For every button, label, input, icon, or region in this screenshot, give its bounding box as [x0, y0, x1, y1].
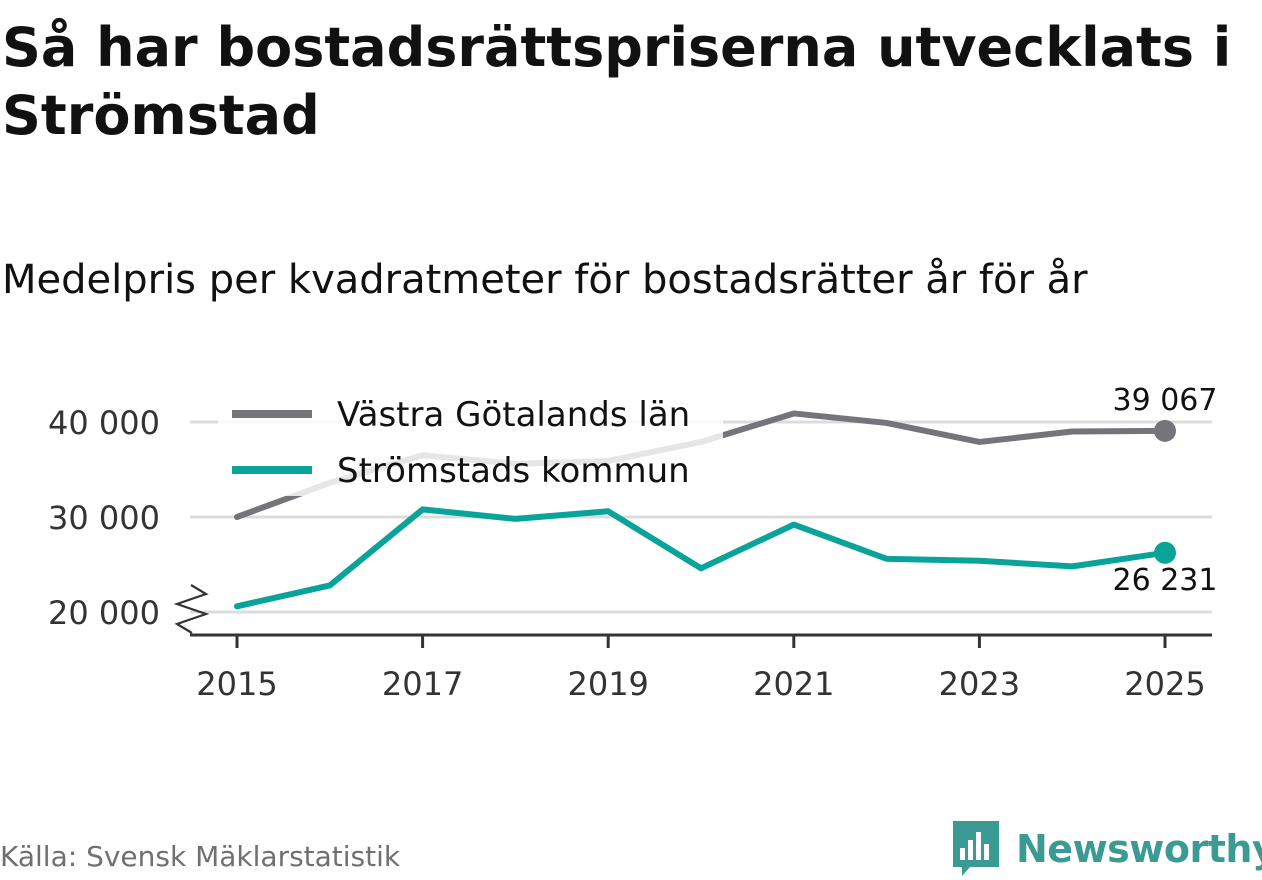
- x-tick-label: 2015: [196, 665, 277, 703]
- y-tick-label: 40 000: [48, 404, 160, 442]
- end-labels: 39 067 26 231: [1113, 383, 1218, 598]
- y-tick-label: 20 000: [48, 594, 160, 632]
- legend-label: Strömstads kommun: [337, 451, 690, 491]
- legend: Västra Götalands län Strömstads kommun: [218, 384, 723, 496]
- x-axis: 2015 2017 2019 2021 2023 2025: [177, 585, 1212, 703]
- x-tick-label: 2019: [567, 665, 648, 703]
- bar-chart-speech-bubble-icon: [950, 818, 1002, 880]
- end-marker: [1154, 542, 1176, 564]
- series-line-1: [237, 509, 1165, 606]
- x-tick-label: 2017: [382, 665, 463, 703]
- y-axis-ticks: 20 000 30 000 40 000: [48, 404, 160, 632]
- brand-logo: Newsworthy: [950, 818, 1262, 880]
- legend-label: Västra Götalands län: [337, 395, 690, 435]
- brand-name: Newsworthy: [1016, 827, 1262, 871]
- end-marker: [1154, 420, 1176, 442]
- end-value-label: 26 231: [1113, 563, 1218, 598]
- x-tick-label: 2023: [939, 665, 1020, 703]
- y-tick-label: 30 000: [48, 499, 160, 537]
- x-tick-label: 2025: [1124, 665, 1205, 703]
- source-note: Källa: Svensk Mäklarstatistik: [0, 840, 400, 873]
- axis-break-mark: [177, 585, 206, 633]
- x-tick-label: 2021: [753, 665, 834, 703]
- end-value-label: 39 067: [1113, 383, 1218, 418]
